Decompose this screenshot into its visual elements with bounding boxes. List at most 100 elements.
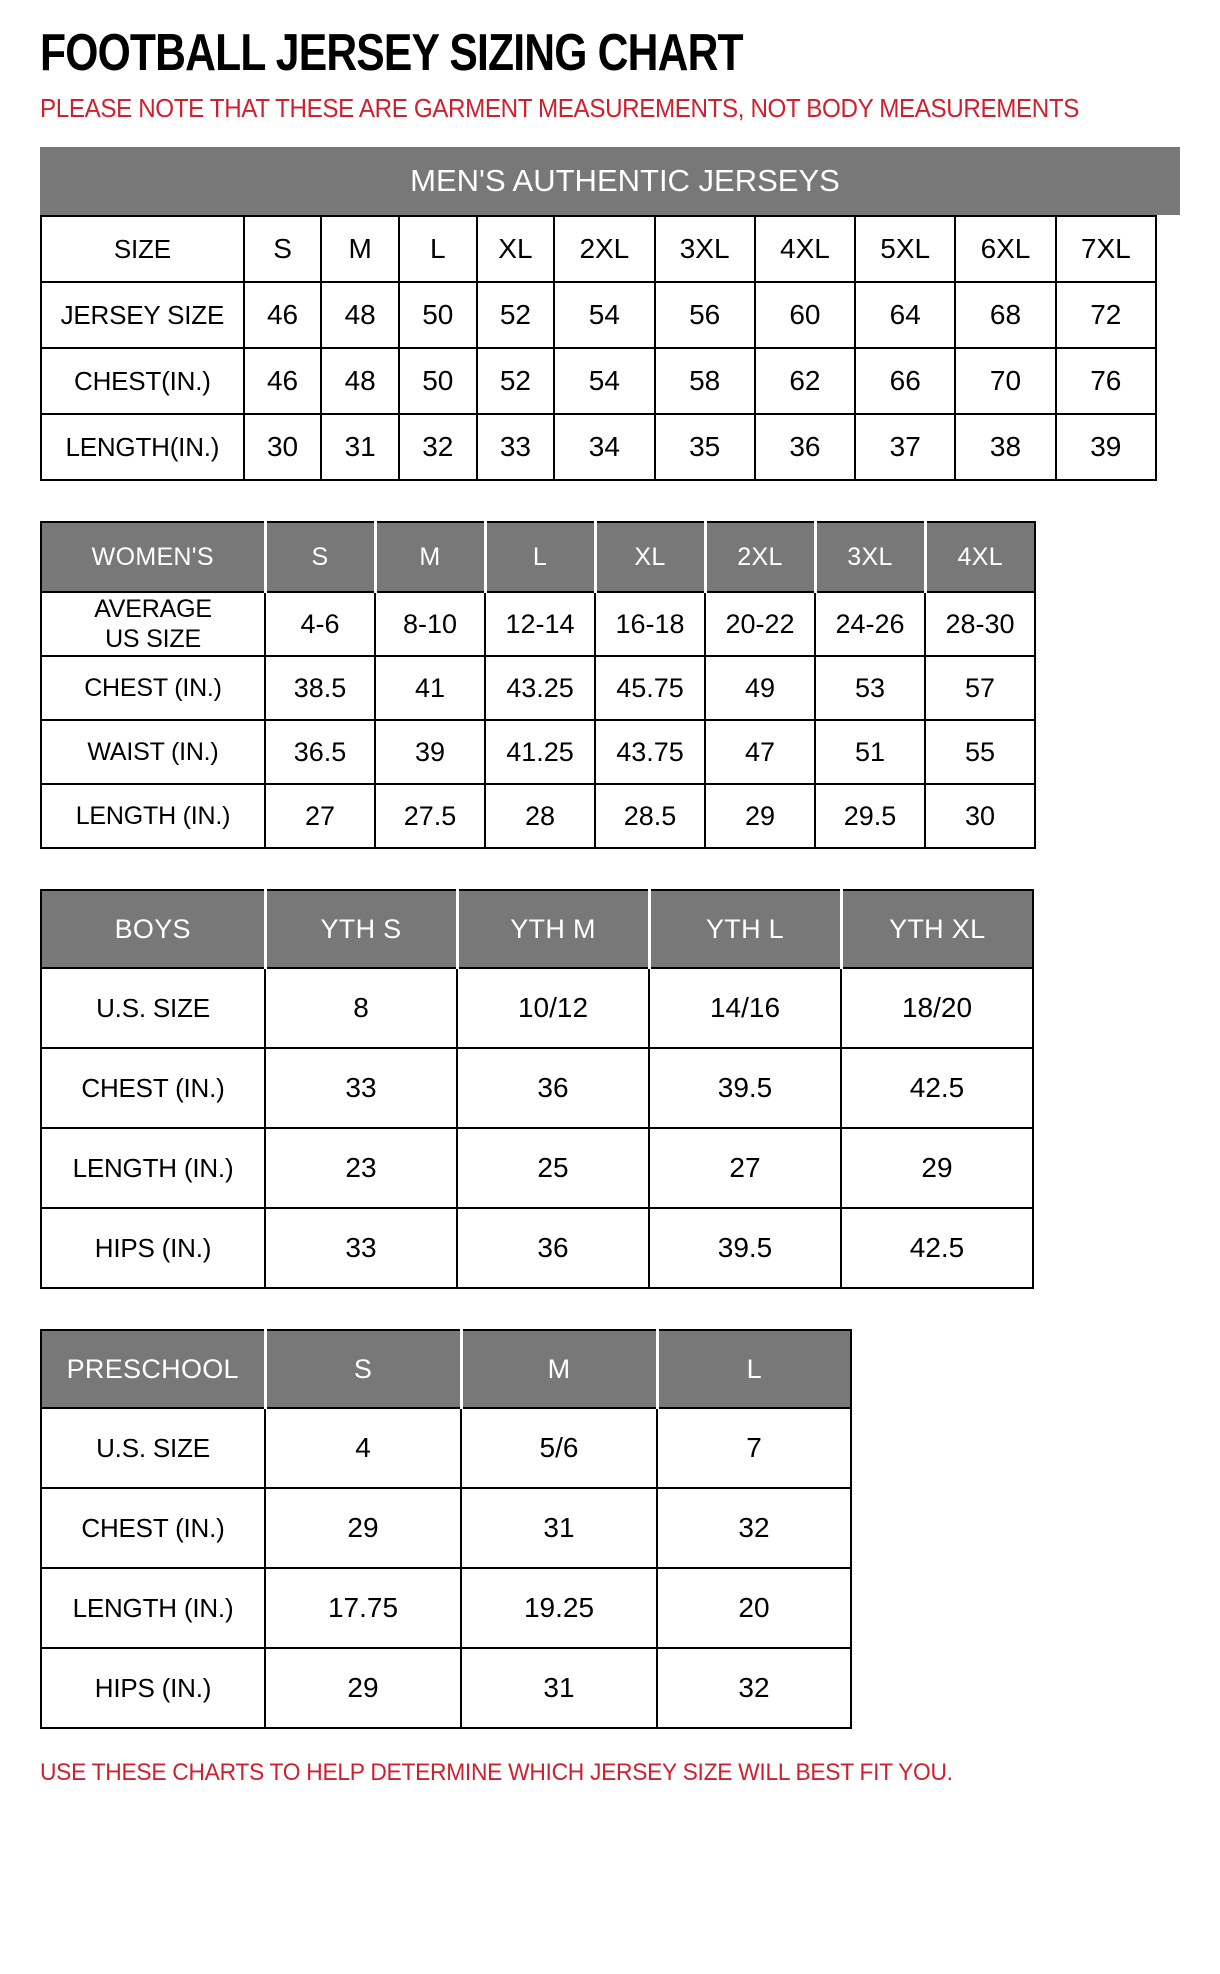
table-row: PRESCHOOL S M L: [40, 1329, 852, 1409]
row-label: HIPS (IN.): [40, 1647, 266, 1729]
table-cell: 54: [553, 347, 656, 415]
boys-corner-label: BOYS: [40, 889, 267, 969]
table-cell: 28.5: [594, 783, 706, 849]
table-cell: 8-10: [374, 591, 486, 657]
mens-table-section: MEN'S AUTHENTIC JERSEYS SIZE S M L XL 2X…: [40, 147, 1180, 481]
table-cell: 5/6: [460, 1407, 658, 1489]
row-label: CHEST (IN.): [40, 1487, 266, 1569]
table-row: CHEST (IN.) 33 36 39.5 42.5: [40, 1047, 1034, 1129]
table-cell: 66: [854, 347, 957, 415]
table-cell: 53: [814, 655, 926, 721]
table-cell: 25: [456, 1127, 650, 1209]
preschool-corner-label: PRESCHOOL: [40, 1329, 267, 1409]
table-cell: 36: [753, 413, 857, 481]
table-cell: 24-26: [814, 591, 926, 657]
table-cell: 55: [924, 719, 1036, 785]
table-cell: 10/12: [456, 967, 650, 1049]
table-cell: 35: [653, 413, 756, 481]
womens-corner-label: WOMEN'S: [40, 521, 267, 593]
table-cell: 68: [954, 281, 1057, 349]
boys-col-header: YTH XL: [839, 889, 1034, 969]
row-label: HIPS (IN.): [40, 1207, 266, 1289]
table-cell: 36.5: [264, 719, 376, 785]
table-cell: 27: [264, 783, 376, 849]
table-cell: 16-18: [594, 591, 706, 657]
table-cell: 52: [475, 347, 556, 415]
row-label: LENGTH (IN.): [40, 1567, 266, 1649]
table-cell: 70: [954, 347, 1057, 415]
row-label: U.S. SIZE: [40, 967, 266, 1049]
table-cell: 43.75: [594, 719, 706, 785]
table-row: CHEST (IN.) 29 31 32: [40, 1487, 852, 1569]
table-cell: 54: [553, 281, 656, 349]
womens-sizing-table: WOMEN'S S M L XL 2XL 3XL 4XL AVERAGE US …: [40, 521, 1036, 849]
table-cell: 38.5: [264, 655, 376, 721]
table-cell: 27: [648, 1127, 842, 1209]
mens-col-header: 6XL: [954, 215, 1057, 283]
table-cell: 64: [854, 281, 957, 349]
mens-col-header: M: [320, 215, 400, 283]
table-cell: 56: [653, 281, 756, 349]
table-cell: 14/16: [648, 967, 842, 1049]
mens-corner-label: SIZE: [40, 215, 245, 283]
table-cell: 50: [397, 281, 478, 349]
table-row: HIPS (IN.) 29 31 32: [40, 1647, 852, 1729]
table-cell: 20: [656, 1567, 852, 1649]
table-cell: 58: [653, 347, 756, 415]
row-label: U.S. SIZE: [40, 1407, 266, 1489]
mens-col-header: S: [242, 215, 323, 283]
table-row: CHEST(IN.) 46 48 50 52 54 58 62 66 70 76: [40, 347, 1158, 415]
table-cell: 57: [924, 655, 1036, 721]
boys-col-header: YTH M: [455, 889, 651, 969]
row-label-line2: US SIZE: [105, 625, 201, 653]
preschool-col-header: M: [459, 1329, 659, 1409]
table-cell: 46: [242, 281, 323, 349]
womens-col-header: S: [263, 521, 377, 593]
mens-col-header: 4XL: [753, 215, 857, 283]
table-cell: 23: [264, 1127, 458, 1209]
table-cell: 19.25: [460, 1567, 658, 1649]
table-cell: 33: [264, 1207, 458, 1289]
footer-note: USE THESE CHARTS TO HELP DETERMINE WHICH…: [40, 1759, 953, 1786]
table-row: SIZE S M L XL 2XL 3XL 4XL 5XL 6XL 7XL: [40, 215, 1158, 283]
table-cell: 41: [374, 655, 486, 721]
table-cell: 34: [553, 413, 656, 481]
table-row: HIPS (IN.) 33 36 39.5 42.5: [40, 1207, 1034, 1289]
womens-col-header: 3XL: [813, 521, 927, 593]
row-label: LENGTH(IN.): [40, 413, 245, 481]
mens-col-header: 5XL: [854, 215, 957, 283]
row-label: CHEST (IN.): [40, 1047, 266, 1129]
table-cell: 36: [456, 1047, 650, 1129]
table-cell: 76: [1054, 347, 1158, 415]
table-cell: 30: [242, 413, 323, 481]
row-label: AVERAGE US SIZE: [40, 591, 266, 657]
preschool-col-header: S: [263, 1329, 463, 1409]
table-cell: 39: [374, 719, 486, 785]
table-row: LENGTH (IN.) 27 27.5 28 28.5 29 29.5 30: [40, 783, 1036, 849]
mens-col-header: XL: [475, 215, 556, 283]
mens-col-header: 3XL: [653, 215, 756, 283]
boys-col-header: YTH L: [647, 889, 843, 969]
table-row: LENGTH(IN.) 30 31 32 33 34 35 36 37 38 3…: [40, 413, 1158, 481]
table-cell: 60: [753, 281, 857, 349]
table-cell: 62: [753, 347, 857, 415]
table-cell: 38: [954, 413, 1057, 481]
boys-col-header: YTH S: [263, 889, 459, 969]
table-cell: 32: [656, 1647, 852, 1729]
table-row: JERSEY SIZE 46 48 50 52 54 56 60 64 68 7…: [40, 281, 1158, 349]
womens-col-header: L: [483, 521, 597, 593]
table-cell: 18/20: [840, 967, 1034, 1049]
table-cell: 4-6: [264, 591, 376, 657]
table-cell: 20-22: [704, 591, 816, 657]
womens-col-header: 2XL: [703, 521, 817, 593]
mens-sizing-table: SIZE S M L XL 2XL 3XL 4XL 5XL 6XL 7XL JE…: [40, 215, 1158, 481]
table-cell: 28-30: [924, 591, 1036, 657]
table-cell: 31: [460, 1647, 658, 1729]
table-cell: 39: [1054, 413, 1158, 481]
table-cell: 29.5: [814, 783, 926, 849]
row-label: CHEST (IN.): [40, 655, 266, 721]
table-cell: 36: [456, 1207, 650, 1289]
table-cell: 43.25: [484, 655, 596, 721]
table-cell: 33: [264, 1047, 458, 1129]
